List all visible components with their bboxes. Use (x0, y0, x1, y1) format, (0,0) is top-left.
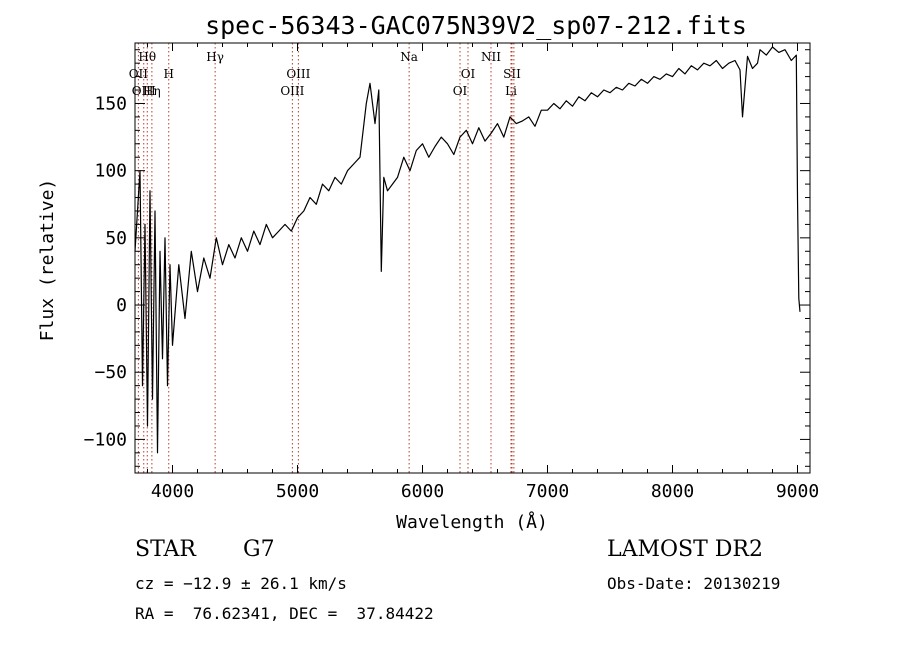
x-tick-label: 4000 (151, 481, 194, 502)
obs-date-text: Obs-Date: 20130219 (607, 574, 781, 593)
emission-line-label: OIII (132, 84, 156, 98)
emission-line-label: Hγ (206, 50, 224, 64)
emission-line-label: NII (481, 50, 501, 64)
object-class: STAR (135, 537, 196, 562)
chart-title: spec-56343-GAC075N39V2_sp07-212.fits (205, 11, 747, 40)
plot-frame (134, 42, 811, 474)
survey-name: LAMOST DR2 (607, 537, 763, 562)
emission-line-markers: OII OIII Hθ HηH Hγ OIII OIII Na OI OI NII Li SII (129, 43, 521, 473)
x-tick-label: 6000 (401, 481, 444, 502)
y-axis-title: Flux (relative) (37, 179, 58, 342)
x-tick-label: 9000 (776, 481, 819, 502)
emission-line-label: SII (503, 67, 521, 81)
emission-line-label: OI (453, 84, 468, 98)
emission-line-label: OIII (280, 84, 304, 98)
emission-line-label: Li (505, 84, 517, 98)
emission-line-label: H (164, 67, 174, 81)
coordinates-text: RA = 76.62341, DEC = 37.84422 (135, 604, 434, 623)
x-axis-ticks: 4000 5000 6000 7000 8000 9000 (147, 43, 819, 502)
y-axis-ticks: −100 −50 0 50 100 150 (84, 49, 810, 467)
y-tick-label: 150 (94, 93, 127, 114)
emission-line-label: OI (461, 67, 476, 81)
spectrum-series (134, 46, 801, 454)
x-axis-title: Wavelength (Å) (396, 511, 548, 533)
y-tick-label: 0 (116, 295, 127, 316)
emission-line-label: Na (400, 50, 418, 64)
spectrum-line (134, 46, 801, 454)
x-tick-label: 8000 (651, 481, 694, 502)
emission-line-label: OII (129, 67, 149, 81)
object-subclass: G7 (243, 537, 275, 562)
emission-line-label: Hη (143, 84, 161, 98)
emission-line-label: OIII (286, 67, 310, 81)
y-tick-label: 50 (105, 228, 127, 249)
y-tick-label: −50 (94, 362, 127, 383)
x-tick-label: 5000 (276, 481, 319, 502)
y-tick-label: 100 (94, 161, 127, 182)
redshift-text: cz = −12.9 ± 26.1 km/s (135, 574, 347, 593)
emission-line-label: Hθ (138, 50, 156, 64)
y-tick-label: −100 (84, 429, 127, 450)
x-tick-label: 7000 (526, 481, 569, 502)
